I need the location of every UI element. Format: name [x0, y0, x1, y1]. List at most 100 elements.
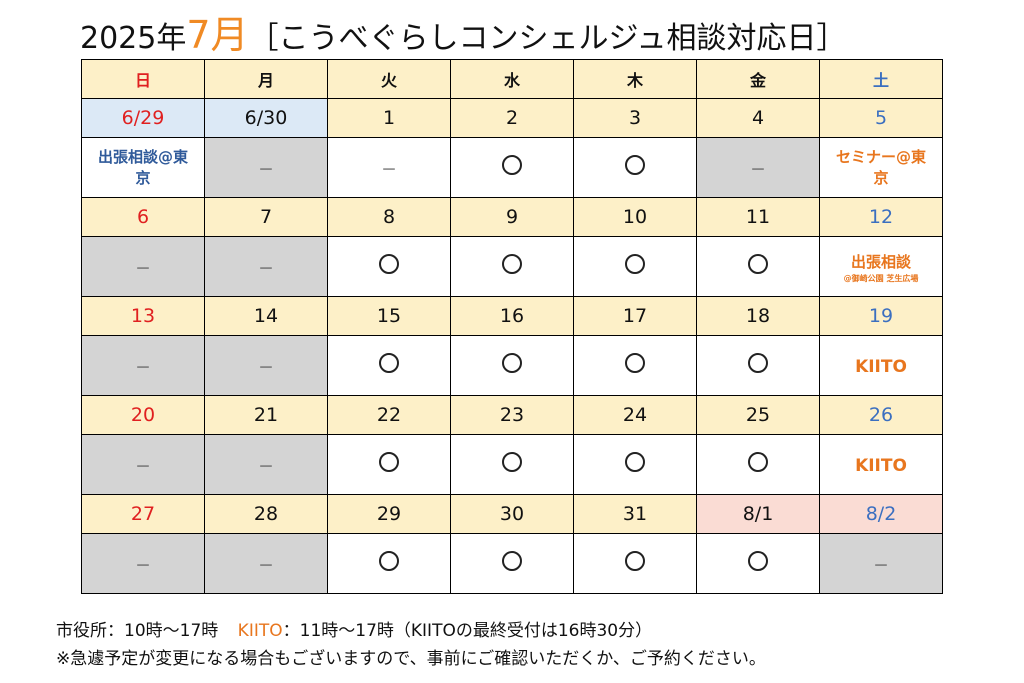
hours-kiito: ：11時～17時（KIITOの最終受付は16時30分） — [282, 621, 653, 641]
date-cell: 2 — [450, 98, 574, 138]
date-cell: 27 — [81, 494, 205, 534]
title-month: 7月 — [186, 13, 249, 57]
date-cell: 29 — [327, 494, 451, 534]
closed-dash: － — [134, 555, 151, 575]
closed-dash: － — [872, 555, 889, 575]
date-cell: 11 — [696, 197, 820, 237]
status-cell — [327, 434, 451, 495]
closed-dash: － — [257, 357, 274, 377]
status-cell: KIITO — [819, 434, 943, 495]
status-cell — [327, 236, 451, 297]
available-mark — [379, 551, 399, 571]
available-mark — [748, 452, 768, 472]
status-cell — [450, 236, 574, 297]
available-mark — [502, 254, 522, 274]
event-note: セミナー@東京 — [835, 147, 926, 187]
status-cell — [450, 137, 574, 198]
status-cell — [573, 335, 697, 396]
closed-dash: － — [134, 456, 151, 476]
available-mark — [625, 452, 645, 472]
status-cell — [573, 137, 697, 198]
status-cell-closed: － — [81, 335, 205, 396]
date-cell: 25 — [696, 395, 820, 435]
date-cell: 8/1 — [696, 494, 820, 534]
date-cell: 12 — [819, 197, 943, 237]
date-cell: 18 — [696, 296, 820, 336]
status-cell: 出張相談@東京 — [81, 137, 205, 198]
closed-dash: － — [257, 555, 274, 575]
event-note-title: 出張相談 — [850, 252, 911, 271]
status-cell — [696, 434, 820, 495]
status-cell — [573, 533, 697, 594]
date-row: 13 14 15 16 17 18 19 — [81, 296, 943, 336]
date-cell: 4 — [696, 98, 820, 138]
date-cell: 6 — [81, 197, 205, 237]
available-mark — [502, 551, 522, 571]
date-cell: 5 — [819, 98, 943, 138]
status-cell — [450, 434, 574, 495]
date-cell: 24 — [573, 395, 697, 435]
status-row: 出張相談@東京 － － － セミナー@東京 — [81, 137, 943, 198]
weekday-fri: 金 — [696, 59, 820, 99]
date-cell: 26 — [819, 395, 943, 435]
status-cell — [327, 335, 451, 396]
status-cell — [573, 236, 697, 297]
status-cell-closed: － — [204, 434, 328, 495]
status-cell-closed: － — [204, 137, 328, 198]
date-cell: 8 — [327, 197, 451, 237]
status-cell-closed: － — [81, 533, 205, 594]
closed-dash: － — [134, 258, 151, 278]
closed-dash: － — [134, 357, 151, 377]
event-note-location: @御崎公園 芝生広場 — [843, 273, 919, 283]
available-mark — [625, 254, 645, 274]
date-cell: 6/29 — [81, 98, 205, 138]
closed-dash: － — [257, 456, 274, 476]
weekday-tue: 火 — [327, 59, 451, 99]
status-row: － － KIITO — [81, 434, 943, 495]
date-cell: 10 — [573, 197, 697, 237]
available-mark — [748, 551, 768, 571]
status-cell-closed: － — [81, 434, 205, 495]
status-cell: KIITO — [819, 335, 943, 396]
available-mark — [379, 353, 399, 373]
status-cell-closed: － — [819, 533, 943, 594]
title-year: 2025年 — [80, 21, 187, 56]
available-mark — [748, 353, 768, 373]
disclaimer-note: ※急遽予定が変更になる場合もございますので、事前にご確認いただくか、ご予約くださ… — [56, 649, 766, 669]
hours-note: 市役所：10時～17時 KIITO：11時～17時（KIITOの最終受付は16時… — [56, 619, 976, 643]
calendar-table: 日 月 火 水 木 金 土 6/29 6/30 1 2 3 4 5 出張相談@東… — [81, 59, 943, 594]
event-note: 出張相談 @御崎公園 芝生広場 — [820, 253, 942, 284]
date-row: 6/29 6/30 1 2 3 4 5 — [81, 98, 943, 138]
date-cell: 30 — [450, 494, 574, 534]
closed-dash: － — [749, 159, 766, 179]
available-mark — [625, 155, 645, 175]
hours-kiito-label: KIITO — [237, 621, 283, 641]
page-title: 2025年7月［こうべぐらしコンシェルジュ相談対応日］ — [80, 12, 950, 58]
date-cell: 17 — [573, 296, 697, 336]
date-cell: 3 — [573, 98, 697, 138]
status-cell-closed: － — [204, 236, 328, 297]
available-mark — [625, 551, 645, 571]
date-cell: 7 — [204, 197, 328, 237]
date-row: 20 21 22 23 24 25 26 — [81, 395, 943, 435]
date-cell: 13 — [81, 296, 205, 336]
status-cell-closed: － — [81, 236, 205, 297]
available-mark — [379, 254, 399, 274]
kiito-label: KIITO — [855, 356, 907, 377]
status-row: － － － — [81, 533, 943, 594]
date-cell: 20 — [81, 395, 205, 435]
available-mark — [379, 452, 399, 472]
date-cell: 21 — [204, 395, 328, 435]
available-mark — [625, 353, 645, 373]
status-cell-closed: － — [204, 533, 328, 594]
weekday-header-row: 日 月 火 水 木 金 土 — [81, 59, 943, 99]
closed-dash: － — [257, 159, 274, 179]
date-cell: 31 — [573, 494, 697, 534]
closed-dash: － — [257, 258, 274, 278]
status-cell: － — [327, 137, 451, 198]
status-row: － － 出張相談 @御崎公園 芝生広場 — [81, 236, 943, 297]
event-note: 出張相談@東京 — [97, 147, 188, 187]
status-cell-closed: － — [204, 335, 328, 396]
title-subject: ［こうべぐらしコンシェルジュ相談対応日］ — [248, 21, 847, 56]
status-cell-closed: － — [696, 137, 820, 198]
